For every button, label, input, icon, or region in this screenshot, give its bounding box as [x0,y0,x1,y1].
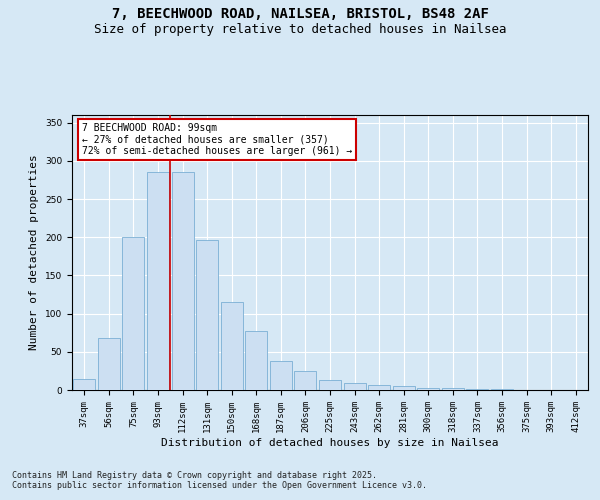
Bar [392,386,415,390]
Bar [98,338,120,390]
Bar [122,237,145,390]
Bar [344,383,365,390]
Bar [221,302,243,390]
Bar [417,388,439,390]
Bar [147,172,169,390]
Bar [466,389,488,390]
Bar [368,386,390,390]
Text: Contains HM Land Registry data © Crown copyright and database right 2025.
Contai: Contains HM Land Registry data © Crown c… [12,470,427,490]
Text: 7 BEECHWOOD ROAD: 99sqm
← 27% of detached houses are smaller (357)
72% of semi-d: 7 BEECHWOOD ROAD: 99sqm ← 27% of detache… [82,123,353,156]
Bar [319,380,341,390]
Text: Size of property relative to detached houses in Nailsea: Size of property relative to detached ho… [94,22,506,36]
Bar [196,240,218,390]
Bar [491,389,513,390]
Bar [245,331,268,390]
Bar [270,361,292,390]
X-axis label: Distribution of detached houses by size in Nailsea: Distribution of detached houses by size … [161,438,499,448]
Bar [73,378,95,390]
Y-axis label: Number of detached properties: Number of detached properties [29,154,40,350]
Bar [295,371,316,390]
Text: 7, BEECHWOOD ROAD, NAILSEA, BRISTOL, BS48 2AF: 7, BEECHWOOD ROAD, NAILSEA, BRISTOL, BS4… [112,8,488,22]
Bar [172,172,194,390]
Bar [442,388,464,390]
